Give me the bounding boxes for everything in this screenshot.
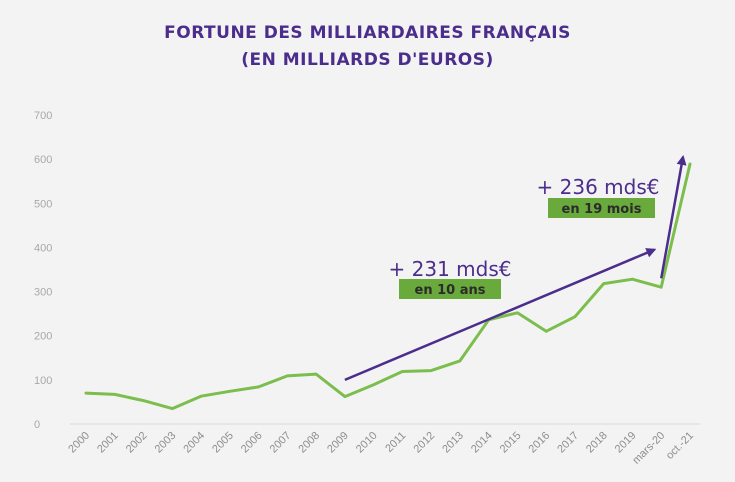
x-tick-label: 2018	[584, 430, 610, 456]
x-tick-label: 2015	[498, 430, 524, 456]
x-tick-label: 2001	[95, 430, 121, 456]
x-tick-label: 2000	[66, 430, 92, 456]
x-tick-label: 2008	[296, 430, 322, 456]
x-tick-label: mars-20	[630, 430, 667, 467]
x-tick-label: oct.-21	[664, 430, 696, 462]
annotation-value: + 236 mds€	[537, 175, 660, 199]
annotation-arrow	[344, 248, 657, 382]
chart-title: FORTUNE DES MILLIARDAIRES FRANÇAIS	[164, 23, 571, 43]
x-tick-label: 2007	[268, 430, 294, 456]
y-tick-label: 700	[34, 110, 52, 122]
y-tick-label: 0	[34, 419, 40, 431]
x-tick-label: 2019	[613, 430, 639, 456]
x-tick-label: 2009	[325, 430, 351, 456]
annotation-value: + 231 mds€	[389, 257, 512, 281]
y-tick-label: 300	[34, 287, 52, 299]
x-tick-label: 2011	[383, 430, 408, 455]
x-tick-label: 2010	[354, 430, 380, 456]
x-tick-label: 2005	[210, 430, 236, 456]
y-tick-label: 100	[34, 375, 52, 387]
x-tick-label: 2012	[411, 430, 437, 456]
x-tick-label: 2017	[555, 430, 581, 456]
annotation-period: en 10 ans	[415, 283, 486, 298]
annotation-highlight	[399, 279, 501, 299]
x-tick-label: 2014	[469, 430, 495, 456]
x-tick-label: 2006	[239, 430, 265, 456]
y-tick-label: 500	[34, 198, 52, 210]
y-tick-label: 600	[34, 154, 52, 166]
annotation-highlight	[548, 198, 655, 218]
annotation-arrow	[660, 154, 687, 279]
x-tick-label: 2002	[124, 430, 150, 456]
x-tick-label: 2013	[440, 430, 466, 456]
x-tick-label: 2003	[153, 430, 179, 456]
series-line	[84, 162, 692, 411]
y-tick-label: 200	[34, 331, 52, 343]
y-tick-label: 400	[34, 242, 52, 254]
x-tick-label: 2016	[527, 430, 553, 456]
chart-subtitle: (EN MILLIARDS D'EUROS)	[241, 50, 494, 70]
annotation-period: en 19 mois	[562, 202, 642, 217]
x-tick-label: 2004	[181, 430, 207, 456]
